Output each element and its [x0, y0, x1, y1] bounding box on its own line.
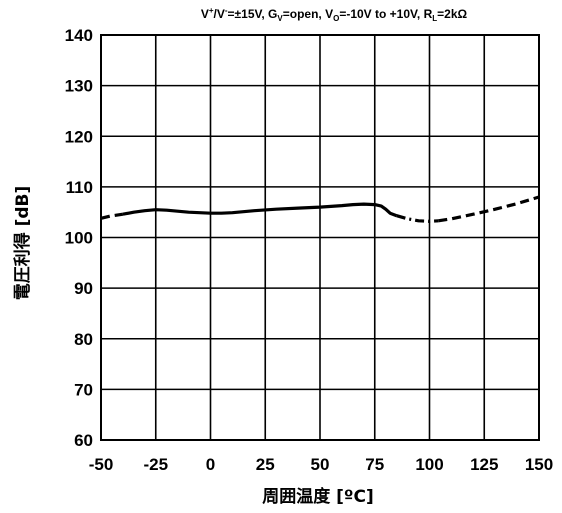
x-tick-label: 0	[206, 455, 215, 474]
x-axis-label: 周囲温度 [ºC]	[262, 486, 374, 507]
series-line-dashed-1	[100, 212, 124, 220]
plot-frame	[100, 34, 540, 441]
y-tick-label: 100	[65, 229, 93, 248]
y-tick-label: 70	[74, 380, 93, 399]
y-axis-label: 電圧利得 [dB]	[12, 186, 33, 301]
chart-title: V+/V-=±15V, GV=open, VO=-10V to +10V, RL…	[201, 6, 468, 23]
series-line-solid-2	[122, 202, 398, 218]
data-series	[100, 195, 540, 223]
y-tick-label: 140	[65, 26, 93, 45]
x-tick-label: -25	[143, 455, 168, 474]
series-line-dash-dot-3	[396, 214, 439, 223]
y-tick-label: 90	[74, 279, 93, 298]
y-tick-labels: 140 130 120 110 100 90 80 70 60	[65, 26, 93, 450]
y-tick-label: 60	[74, 431, 93, 450]
x-tick-label: 150	[525, 455, 553, 474]
x-tick-label: 100	[415, 455, 443, 474]
grid	[100, 34, 540, 441]
y-tick-label: 80	[74, 330, 93, 349]
x-tick-label: 125	[470, 455, 498, 474]
x-tick-label: 75	[365, 455, 384, 474]
series-line-dashed-4	[438, 195, 540, 223]
x-tick-label: -50	[89, 455, 114, 474]
y-tick-label: 130	[65, 77, 93, 96]
y-tick-label: 120	[65, 127, 93, 146]
x-tick-labels: -50 -25 0 25 50 75 100 125 150	[89, 455, 553, 474]
y-tick-label: 110	[66, 178, 93, 197]
x-tick-label: 50	[311, 455, 330, 474]
x-tick-label: 25	[256, 455, 275, 474]
